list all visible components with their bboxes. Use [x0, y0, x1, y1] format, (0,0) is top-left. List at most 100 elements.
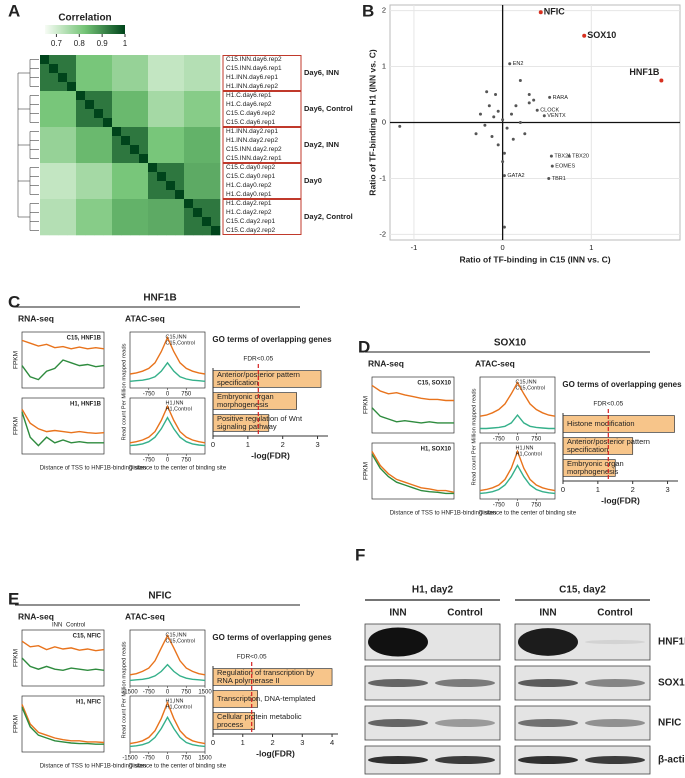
profile-line [371, 453, 454, 495]
profile-line [371, 407, 454, 424]
heatmap-cell [130, 55, 140, 65]
heatmap-cell [157, 208, 167, 218]
heatmap-cell [202, 109, 212, 119]
heatmap-cell [112, 55, 122, 65]
heatmap-cell [184, 172, 194, 182]
y-axis-label: FPKM [13, 715, 20, 733]
heatmap-cell [211, 226, 221, 236]
heatmap-cell [49, 109, 59, 119]
x-tick-label: -750 [493, 503, 506, 509]
heatmap-cell [121, 226, 131, 236]
x-tick-label: 750 [531, 503, 542, 509]
heatmap-cell [193, 145, 203, 155]
plot-title: H1, SOX10 [421, 447, 452, 453]
heatmap-cell [175, 82, 185, 92]
heatmap-cell [157, 64, 167, 74]
heatmap-cell [211, 190, 221, 200]
heatmap-cell [175, 136, 185, 146]
point [538, 10, 543, 15]
x-tick-label: -1500 [122, 690, 138, 696]
heatmap-cell [58, 154, 68, 164]
point [502, 174, 506, 178]
heatmap-cell [58, 82, 68, 92]
heatmap-cell [166, 154, 176, 164]
heatmap-cell [166, 208, 176, 218]
heatmap-cell [211, 145, 221, 155]
point [511, 137, 515, 141]
plot-frame [21, 397, 105, 455]
heatmap-cell [49, 172, 59, 182]
y-axis-label: FPKM [13, 417, 20, 435]
heatmap-cell [202, 199, 212, 209]
x-tick-label: 4 [330, 738, 334, 747]
point [514, 104, 518, 108]
heatmap-cell [148, 127, 158, 137]
heatmap-cell [139, 82, 149, 92]
legend-entry: H1,Control [166, 406, 192, 412]
heatmap-cell [67, 199, 77, 209]
x-axis-label: Distance to the center of binding site [129, 764, 227, 770]
heatmap-cell [148, 145, 158, 155]
heatmap-cell [76, 100, 86, 110]
point [527, 101, 531, 105]
plot-frame [21, 695, 105, 753]
section-subtitle: ATAC-seq [125, 313, 165, 323]
row-label: H1.C.day6.rep1 [226, 92, 272, 99]
heatmap-cell [130, 118, 140, 128]
heatmap-cell [166, 64, 176, 74]
legend-entry: H1,INN [166, 698, 184, 704]
heatmap-cell [76, 73, 86, 83]
point [502, 225, 506, 229]
heatmap-cell [67, 82, 77, 92]
heatmap-cell [211, 73, 221, 83]
heatmap-cell [202, 190, 212, 200]
heatmap-cell [202, 172, 212, 182]
heatmap-cell [193, 100, 203, 110]
x-axis-label: Distance of TSS to HNF1B-binding sites [40, 466, 147, 472]
heatmap-cell [211, 91, 221, 101]
heatmap-cell [175, 55, 185, 65]
point [492, 115, 496, 119]
heatmap-cell [49, 208, 59, 218]
heatmap-cell [58, 226, 68, 236]
x-tick-label: 1 [246, 440, 250, 449]
x-axis-label: Distance to the center of binding site [479, 511, 577, 517]
x-tick-label: 750 [181, 690, 192, 696]
blot-band [518, 756, 578, 764]
x-tick-label: 0 [166, 756, 170, 762]
heatmap-cell [184, 109, 194, 119]
heatmap-cell [103, 82, 113, 92]
heatmap-cell [76, 172, 86, 182]
heatmap-cell [76, 190, 86, 200]
heatmap-cell [58, 118, 68, 128]
heatmap-cell [49, 199, 59, 209]
profile-line [371, 384, 454, 402]
heatmap-cell [49, 163, 59, 173]
heatmap-cell [157, 226, 167, 236]
heatmap-cell [58, 181, 68, 191]
heatmap-cell [94, 64, 104, 74]
heatmap-cell [112, 190, 122, 200]
heatmap-cell [157, 73, 167, 83]
heatmap-cell [121, 154, 131, 164]
heatmap-cell [94, 199, 104, 209]
group-box [222, 127, 302, 163]
profile-line [21, 339, 105, 350]
blot-band [518, 628, 578, 656]
heatmap-cell [148, 73, 158, 83]
heatmap-cell [40, 226, 50, 236]
heatmap-cell [121, 190, 131, 200]
heatmap-cell [166, 91, 176, 101]
row-label: H1.C.day6.rep2 [226, 101, 272, 108]
heatmap-cell [130, 199, 140, 209]
point [532, 98, 536, 102]
bar-label: Embryonic organ morphogenesis [217, 392, 274, 409]
heatmap-cell [85, 82, 95, 92]
plot-title: H1, NFIC [76, 700, 102, 706]
heatmap-cell [76, 181, 86, 191]
row-label: C15.C.day6.rep1 [226, 119, 276, 126]
heatmap-cell [193, 127, 203, 137]
row-label: H1.C.day2.rep1 [226, 200, 272, 207]
row-label: C15.INN.day2.rep1 [226, 155, 282, 162]
heatmap-cell [193, 73, 203, 83]
